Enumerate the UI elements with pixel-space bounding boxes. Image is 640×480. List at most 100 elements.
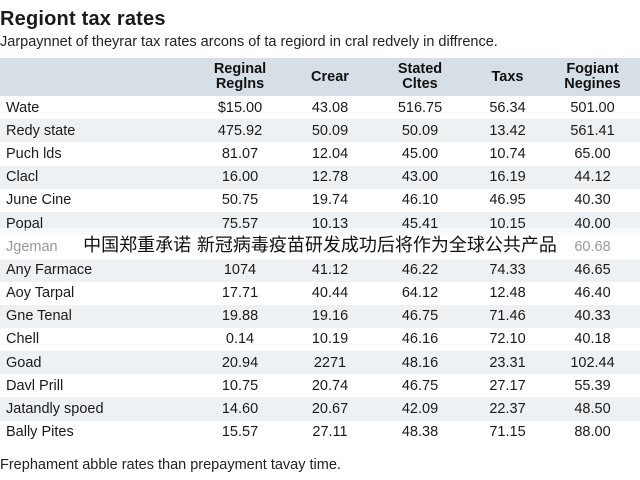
value-cell: 40.30 (545, 188, 640, 212)
value-cell: 48.38 (370, 420, 470, 444)
value-cell: 56.34 (470, 96, 545, 120)
value-cell: 81.07 (190, 142, 290, 166)
value-cell: 42.09 (370, 397, 470, 421)
table-row: Redy state 475.92 50.09 50.09 13.42 561.41 (0, 119, 640, 143)
table-row: Chell 0.14 10.19 46.16 72.10 40.18 (0, 327, 640, 352)
tax-rates-table: Reginal Reglns Crear Stated Cltes Taxs Fogiant… (0, 58, 640, 444)
value-cell: 43.08 (290, 96, 370, 120)
row-label-cell: Davl Prill (0, 374, 190, 398)
row-label-cell: Puch lds (0, 142, 190, 166)
table-header-row: Reginal Reglns Crear Stated Cltes Taxs Fogiant… (0, 58, 640, 96)
table-row: Any Farmace 1074 41.12 46.22 74.33 46.65 (0, 258, 640, 282)
caption-overlay: 中国郑重承诺 新冠病毒疫苗研发成功后将作为全球公共产品 (0, 228, 640, 260)
table-row: Clacl 16.00 12.78 43.00 16.19 44.12 (0, 165, 640, 189)
value-cell: 50.75 (190, 188, 290, 212)
value-cell: 40.44 (290, 281, 370, 305)
row-label-cell: Aoy Tarpal (0, 281, 190, 305)
row-label-cell: Any Farmace (0, 258, 190, 282)
value-cell: 19.74 (290, 188, 370, 212)
row-label-cell: Redy state (0, 119, 190, 143)
row-label-cell: Chell (0, 327, 190, 352)
table-row: Wate $15.00 43.08 516.75 56.34 501.00 (0, 96, 640, 120)
value-cell: 43.00 (370, 165, 470, 189)
value-cell: 561.41 (545, 119, 640, 143)
value-cell: 46.16 (370, 327, 470, 352)
value-cell: 40.33 (545, 304, 640, 328)
value-cell: 45.00 (370, 142, 470, 166)
value-cell: 13.42 (470, 119, 545, 143)
column-header: Crear (290, 58, 370, 96)
footnote: Frephament abble rates than prepayment t… (0, 457, 341, 473)
value-cell: 20.67 (290, 397, 370, 421)
table-body: Wate $15.00 43.08 516.75 56.34 501.00 Redy sta… (0, 96, 640, 444)
overlay-caption-text: 中国郑重承诺 新冠病毒疫苗研发成功后将作为全球公共产品 (83, 235, 557, 256)
value-cell: 48.16 (370, 351, 470, 375)
value-cell: 71.46 (470, 304, 545, 328)
table-row: Gne Tenal 19.88 19.16 46.75 71.46 40.33 (0, 304, 640, 328)
value-cell: 88.00 (545, 420, 640, 444)
value-cell: 55.39 (545, 374, 640, 398)
table-row: Puch lds 81.07 12.04 45.00 10.74 65.00 (0, 142, 640, 166)
row-label-cell: June Cine (0, 188, 190, 212)
table-row: Bally Pites 15.57 27.11 48.38 71.15 88.00 (0, 420, 640, 444)
value-cell: 10.19 (290, 327, 370, 352)
value-cell: 10.74 (470, 142, 545, 166)
value-cell: 1074 (190, 258, 290, 282)
value-cell: 19.16 (290, 304, 370, 328)
value-cell: 74.33 (470, 258, 545, 282)
column-header: Reginal Reglns (190, 58, 290, 96)
table-row: Davl Prill 10.75 20.74 46.75 27.17 55.39 (0, 374, 640, 398)
value-cell: 12.04 (290, 142, 370, 166)
value-cell: 64.12 (370, 281, 470, 305)
value-cell: 501.00 (545, 96, 640, 120)
value-cell: 516.75 (370, 96, 470, 120)
value-cell: 65.00 (545, 142, 640, 166)
value-cell: 14.60 (190, 397, 290, 421)
value-cell: 16.00 (190, 165, 290, 189)
value-cell: 475.92 (190, 119, 290, 143)
value-cell: 50.09 (370, 119, 470, 143)
table-row: June Cine 50.75 19.74 46.10 46.95 40.30 (0, 188, 640, 212)
value-cell: 17.71 (190, 281, 290, 305)
value-cell: 27.11 (290, 420, 370, 444)
table-row: Jatandly spoed 14.60 20.67 42.09 22.37 48.50 (0, 397, 640, 421)
table-row: Aoy Tarpal 17.71 40.44 64.12 12.48 46.40 (0, 281, 640, 305)
value-cell: 0.14 (190, 327, 290, 352)
value-cell: 72.10 (470, 327, 545, 352)
value-cell: 20.74 (290, 374, 370, 398)
tax-rates-table-container: Reginal Reglns Crear Stated Cltes Taxs Fogiant… (0, 58, 640, 444)
document-title: Regiont tax rates (0, 8, 166, 30)
value-cell: 2271 (290, 351, 370, 375)
value-cell: 16.19 (470, 165, 545, 189)
value-cell: 102.44 (545, 351, 640, 375)
row-label-cell: Goad (0, 351, 190, 375)
value-cell: 22.37 (470, 397, 545, 421)
row-label-cell: Clacl (0, 165, 190, 189)
column-header: Taxs (470, 58, 545, 96)
value-cell: 46.75 (370, 304, 470, 328)
value-cell: 15.57 (190, 420, 290, 444)
value-cell: 12.78 (290, 165, 370, 189)
value-cell: 46.10 (370, 188, 470, 212)
value-cell: 20.94 (190, 351, 290, 375)
value-cell: 10.75 (190, 374, 290, 398)
value-cell: 46.40 (545, 281, 640, 305)
value-cell: 27.17 (470, 374, 545, 398)
value-cell: 71.15 (470, 420, 545, 444)
value-cell: 41.12 (290, 258, 370, 282)
value-cell: 46.75 (370, 374, 470, 398)
column-header: Fogiant Negines (545, 58, 640, 96)
column-header: Stated Cltes (370, 58, 470, 96)
value-cell: 50.09 (290, 119, 370, 143)
row-label-cell: Jatandly spoed (0, 397, 190, 421)
value-cell: 46.22 (370, 258, 470, 282)
value-cell: 46.95 (470, 188, 545, 212)
column-header-name (0, 58, 190, 96)
row-label-cell: Wate (0, 96, 190, 120)
value-cell: 12.48 (470, 281, 545, 305)
row-label-cell: Bally Pites (0, 420, 190, 444)
value-cell: 40.18 (545, 327, 640, 352)
document-subtitle: Jarpaynnet of theyrar tax rates arcons o… (0, 34, 498, 50)
value-cell: 23.31 (470, 351, 545, 375)
